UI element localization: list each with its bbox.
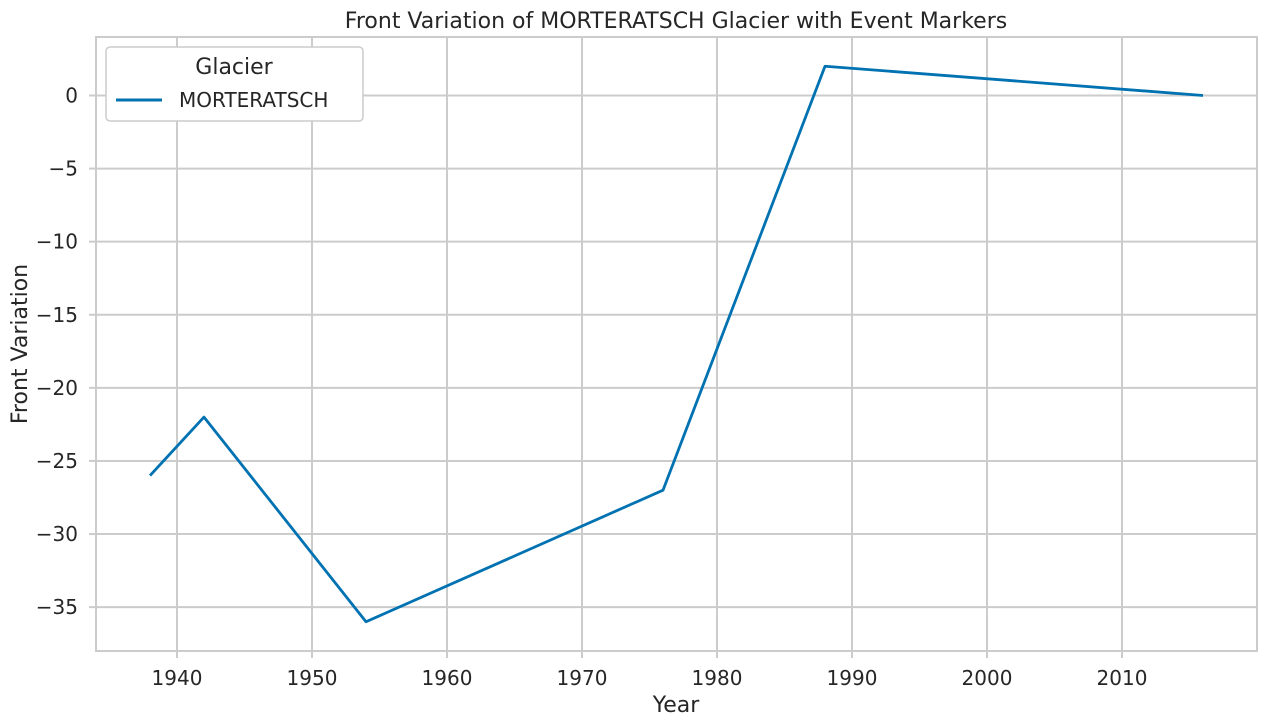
y-tick-label: −30 [36, 522, 78, 546]
y-tick-label: −15 [36, 303, 78, 327]
y-tick-label: −10 [36, 230, 78, 254]
legend: Glacier MORTERATSCH [105, 46, 364, 122]
plot-area [95, 36, 1258, 652]
y-tick-label: 0 [65, 83, 78, 107]
x-tick-label: 1960 [422, 666, 473, 690]
x-tick-label: 2010 [1097, 666, 1148, 690]
x-axis-title: Year [652, 693, 701, 718]
y-tick-label: −20 [36, 376, 78, 400]
x-tick-label: 1990 [827, 666, 878, 690]
series-line-morteratsch [148, 64, 1204, 624]
series-layer [148, 64, 1204, 624]
x-tick-label: 2000 [962, 666, 1013, 690]
x-axis-ticks: 1940 1950 1960 1970 1980 1990 2000 2010 [152, 651, 1148, 690]
y-tick-label: −35 [36, 595, 78, 619]
y-axis-title: Front Variation [8, 264, 33, 424]
legend-title: Glacier [195, 55, 273, 80]
x-tick-label: 1980 [692, 666, 743, 690]
legend-label: MORTERATSCH [179, 88, 328, 112]
x-tick-label: 1970 [557, 666, 608, 690]
chart-title: Front Variation of MORTERATSCH Glacier w… [345, 9, 1007, 34]
y-axis-ticks: 0 −5 −10 −15 −20 −25 −30 −35 [36, 83, 96, 619]
grid-lines [96, 37, 1257, 651]
x-tick-label: 1940 [152, 666, 203, 690]
y-tick-label: −5 [49, 157, 78, 181]
legend-box [105, 46, 364, 122]
y-tick-label: −25 [36, 449, 78, 473]
x-tick-label: 1950 [287, 666, 338, 690]
